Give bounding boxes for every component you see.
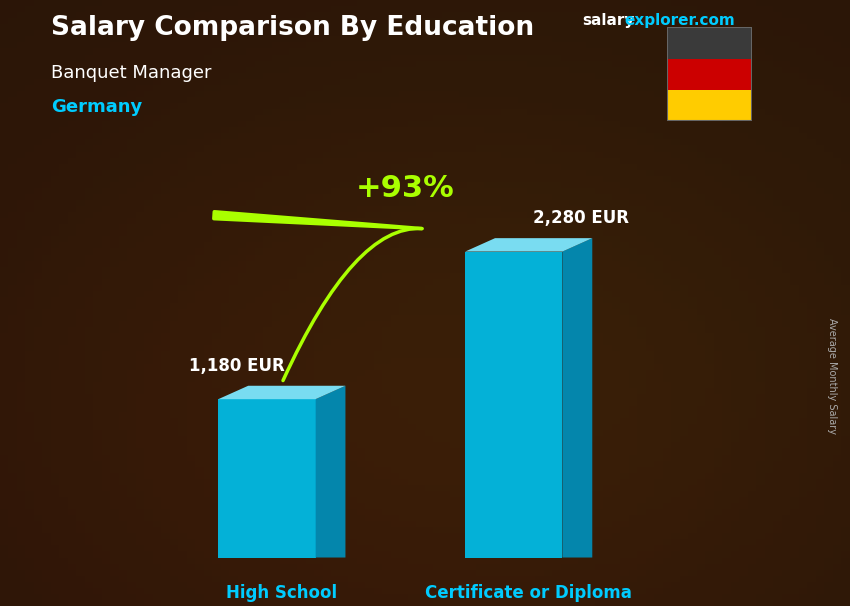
Polygon shape bbox=[218, 386, 345, 399]
Text: Certificate or Diploma: Certificate or Diploma bbox=[425, 584, 632, 602]
Text: Salary Comparison By Education: Salary Comparison By Education bbox=[51, 15, 534, 41]
Polygon shape bbox=[465, 238, 592, 251]
Bar bbox=[465, 251, 563, 558]
Bar bbox=[218, 399, 315, 558]
Text: 2,280 EUR: 2,280 EUR bbox=[533, 210, 629, 227]
Text: 1,180 EUR: 1,180 EUR bbox=[189, 357, 285, 375]
Bar bbox=[667, 59, 752, 90]
Text: Germany: Germany bbox=[51, 98, 142, 116]
Text: Average Monthly Salary: Average Monthly Salary bbox=[827, 318, 837, 434]
Polygon shape bbox=[315, 386, 345, 558]
Text: +93%: +93% bbox=[356, 174, 455, 203]
Polygon shape bbox=[563, 238, 592, 558]
Text: Banquet Manager: Banquet Manager bbox=[51, 64, 212, 82]
Bar bbox=[667, 90, 752, 121]
Text: explorer.com: explorer.com bbox=[625, 13, 735, 28]
Text: High School: High School bbox=[226, 584, 337, 602]
Bar bbox=[667, 27, 752, 59]
Text: salary: salary bbox=[582, 13, 635, 28]
